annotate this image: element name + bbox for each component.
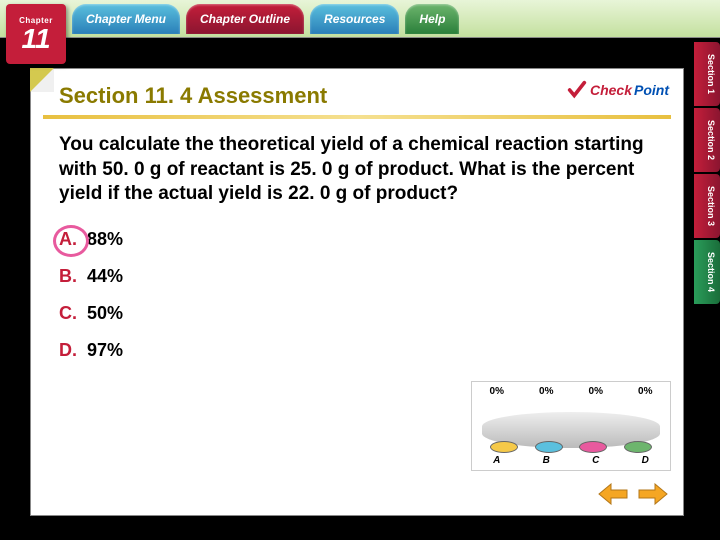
bottom-border [0, 526, 720, 540]
nav-tab-label: Help [419, 12, 445, 26]
side-tab-label: Section 4 [706, 252, 716, 292]
chapter-number: 11 [21, 25, 50, 53]
side-tab-section-2[interactable]: Section 2 [694, 108, 720, 172]
response-label: C [592, 455, 599, 466]
option-letter: D. [59, 340, 87, 361]
option-d[interactable]: D. 97% [59, 332, 655, 369]
response-label: B [543, 455, 550, 466]
side-tab-section-4[interactable]: Section 4 [694, 240, 720, 304]
nav-tab-label: Resources [324, 12, 385, 26]
option-c[interactable]: C. 50% [59, 295, 655, 332]
question-text: You calculate the theoretical yield of a… [31, 119, 683, 217]
response-platform [472, 397, 670, 455]
response-label: A [493, 455, 500, 466]
content-panel: Section 11. 4 Assessment CheckPoint You … [30, 68, 684, 516]
checkpoint-logo: CheckPoint [566, 79, 669, 101]
option-letter: B. [59, 266, 87, 287]
nav-tab-label: Chapter Outline [200, 12, 290, 26]
nav-tab-chapter-menu[interactable]: Chapter Menu [72, 4, 180, 34]
page-fold-icon [30, 68, 54, 92]
response-percent: 0% [589, 386, 603, 397]
response-button-c [579, 441, 607, 453]
nav-tab-label: Chapter Menu [86, 12, 166, 26]
side-tab-section-1[interactable]: Section 1 [694, 42, 720, 106]
checkpoint-check-text: Check [590, 82, 632, 98]
checkpoint-point-text: Point [634, 82, 669, 98]
nav-tab-chapter-outline[interactable]: Chapter Outline [186, 4, 304, 34]
side-tab-label: Section 3 [706, 186, 716, 226]
option-text: 88% [87, 229, 123, 250]
nav-arrows [597, 481, 669, 507]
response-chart: 0% 0% 0% 0% A B C D [471, 381, 671, 471]
response-button-d [624, 441, 652, 453]
next-arrow-icon[interactable] [637, 481, 669, 507]
section-sidebar: Section 1 Section 2 Section 3 Section 4 [694, 42, 720, 304]
prev-arrow-icon[interactable] [597, 481, 629, 507]
side-tab-label: Section 2 [706, 120, 716, 160]
checkmark-icon [566, 79, 588, 101]
response-percent: 0% [638, 386, 652, 397]
side-tab-section-3[interactable]: Section 3 [694, 174, 720, 238]
option-text: 50% [87, 303, 123, 324]
response-labels-row: A B C D [472, 455, 670, 470]
option-letter: C. [59, 303, 87, 324]
option-text: 97% [87, 340, 123, 361]
response-button-a [490, 441, 518, 453]
nav-tab-resources[interactable]: Resources [310, 4, 399, 34]
response-label: D [642, 455, 649, 466]
response-button-b [535, 441, 563, 453]
response-percent: 0% [539, 386, 553, 397]
option-a[interactable]: A. 88% [59, 221, 655, 258]
option-text: 44% [87, 266, 123, 287]
chapter-badge: Chapter 11 [6, 4, 66, 64]
option-b[interactable]: B. 44% [59, 258, 655, 295]
top-nav-bar: Chapter 11 Chapter Menu Chapter Outline … [0, 0, 720, 38]
response-percent-row: 0% 0% 0% 0% [472, 382, 670, 397]
option-letter: A. [59, 229, 87, 250]
options-list: A. 88% B. 44% C. 50% D. 97% [31, 217, 683, 373]
nav-tab-help[interactable]: Help [405, 4, 459, 34]
response-percent: 0% [490, 386, 504, 397]
side-tab-label: Section 1 [706, 54, 716, 94]
